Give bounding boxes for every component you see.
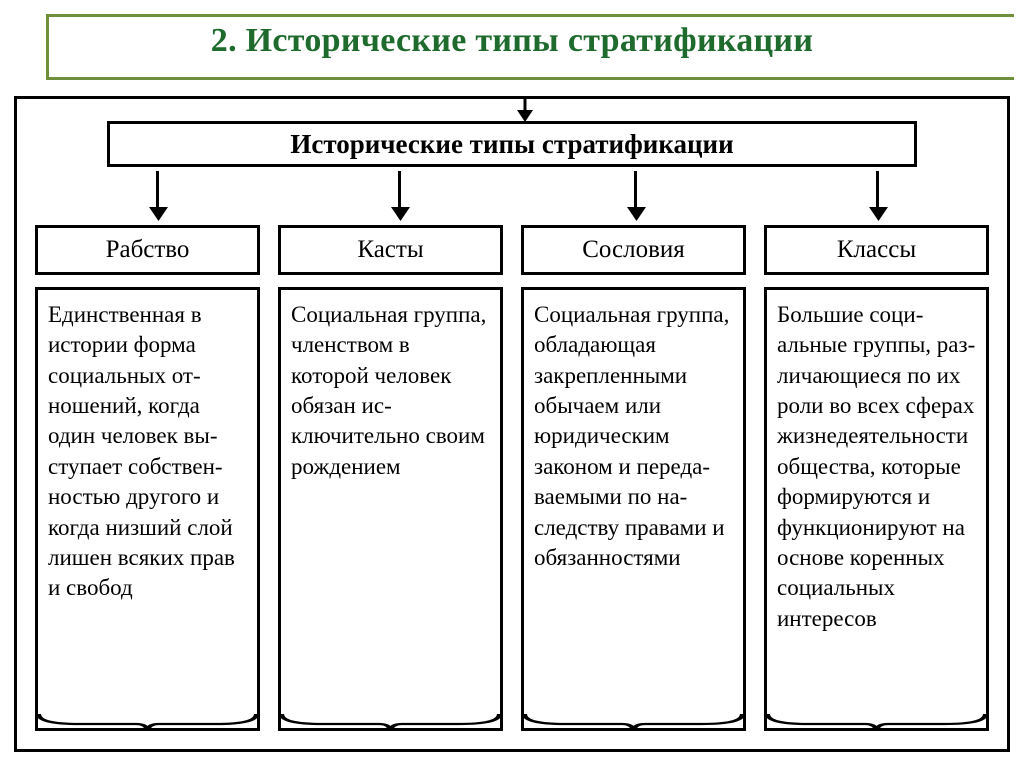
column-definition: Большие соци­альные группы, раз­личающие… <box>777 302 975 631</box>
diagram-header: Исторические типы стратификации <box>107 121 917 167</box>
column-body: Большие соци­альные группы, раз­личающие… <box>764 287 989 731</box>
arrow-down-icon <box>514 96 536 122</box>
column-body: Социальная группа, обладаю­щая закреплен… <box>521 287 746 731</box>
column-definition: Единственная в истории форма социальных … <box>48 302 235 600</box>
diagram-frame: Исторические типы стратификации <box>14 96 1010 752</box>
brace-icon <box>520 710 747 730</box>
diagram-header-label: Исторические типы стратификации <box>290 129 733 160</box>
slide: 2. Исторические типы стратификации Истор… <box>0 0 1024 767</box>
columns-container: Рабство Единственная в истории форма соц… <box>35 219 989 731</box>
column-slavery: Рабство Единственная в истории форма соц… <box>35 219 260 731</box>
brace-icon <box>763 710 990 730</box>
brace-icon <box>277 710 504 730</box>
page-title: 2. Исторические типы стратификации <box>0 22 1024 60</box>
column-body: Единственная в истории форма социальных … <box>35 287 260 731</box>
brace-icon <box>34 710 261 730</box>
column-body: Социальная группа, членст­вом в которой … <box>278 287 503 731</box>
column-classes: Классы Большие соци­альные группы, раз­л… <box>764 219 989 731</box>
column-definition: Социальная группа, обладаю­щая закреплен… <box>534 302 729 570</box>
column-title: Классы <box>764 225 989 275</box>
column-title: Сословия <box>521 225 746 275</box>
column-estates: Сословия Социальная группа, обладаю­щая … <box>521 219 746 731</box>
column-castes: Касты Социальная группа, членст­вом в ко… <box>278 219 503 731</box>
column-title: Рабство <box>35 225 260 275</box>
column-definition: Социальная группа, членст­вом в которой … <box>291 302 486 479</box>
column-title: Касты <box>278 225 503 275</box>
title-rule-top <box>46 14 1014 17</box>
title-rule-bottom <box>46 77 1014 80</box>
